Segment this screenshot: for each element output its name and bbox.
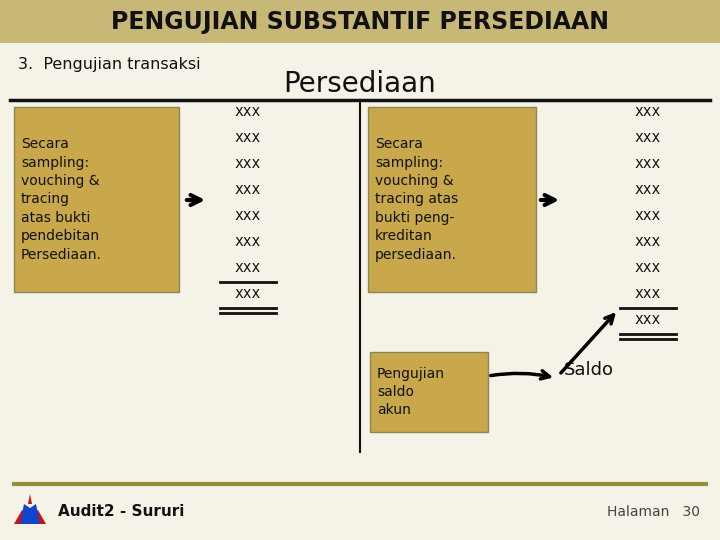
- Text: Halaman   30: Halaman 30: [607, 505, 700, 519]
- Text: xxx: xxx: [235, 208, 261, 224]
- Text: xxx: xxx: [635, 313, 661, 327]
- Text: xxx: xxx: [635, 287, 661, 301]
- Text: Saldo: Saldo: [564, 361, 614, 379]
- Text: xxx: xxx: [235, 131, 261, 145]
- FancyBboxPatch shape: [368, 107, 536, 292]
- Text: xxx: xxx: [235, 105, 261, 119]
- Text: xxx: xxx: [635, 183, 661, 198]
- Text: Pengujian
saldo
akun: Pengujian saldo akun: [377, 367, 445, 417]
- Text: xxx: xxx: [235, 183, 261, 198]
- Text: PENGUJIAN SUBSTANTIF PERSEDIAAN: PENGUJIAN SUBSTANTIF PERSEDIAAN: [111, 10, 609, 34]
- Polygon shape: [32, 510, 46, 524]
- Text: 3.  Pengujian transaksi: 3. Pengujian transaksi: [18, 57, 201, 71]
- Text: xxx: xxx: [635, 157, 661, 172]
- Text: xxx: xxx: [235, 287, 261, 301]
- Text: xxx: xxx: [635, 208, 661, 224]
- Text: xxx: xxx: [235, 260, 261, 275]
- Text: xxx: xxx: [635, 234, 661, 249]
- Text: Persediaan: Persediaan: [284, 70, 436, 98]
- Text: Audit2 - Sururi: Audit2 - Sururi: [58, 504, 184, 519]
- FancyBboxPatch shape: [0, 0, 720, 43]
- FancyBboxPatch shape: [14, 107, 179, 292]
- Text: xxx: xxx: [635, 105, 661, 119]
- Polygon shape: [14, 510, 28, 524]
- FancyBboxPatch shape: [370, 352, 488, 432]
- Text: xxx: xxx: [635, 131, 661, 145]
- Text: xxx: xxx: [235, 234, 261, 249]
- Text: Secara
sampling:
vouching &
tracing
atas bukti
pendebitan
Persediaan.: Secara sampling: vouching & tracing atas…: [21, 137, 102, 262]
- Text: xxx: xxx: [235, 157, 261, 172]
- Text: xxx: xxx: [635, 260, 661, 275]
- Polygon shape: [20, 504, 40, 524]
- Polygon shape: [28, 494, 32, 504]
- Text: Secara
sampling:
vouching &
tracing atas
bukti peng-
kreditan
persediaan.: Secara sampling: vouching & tracing atas…: [375, 137, 458, 262]
